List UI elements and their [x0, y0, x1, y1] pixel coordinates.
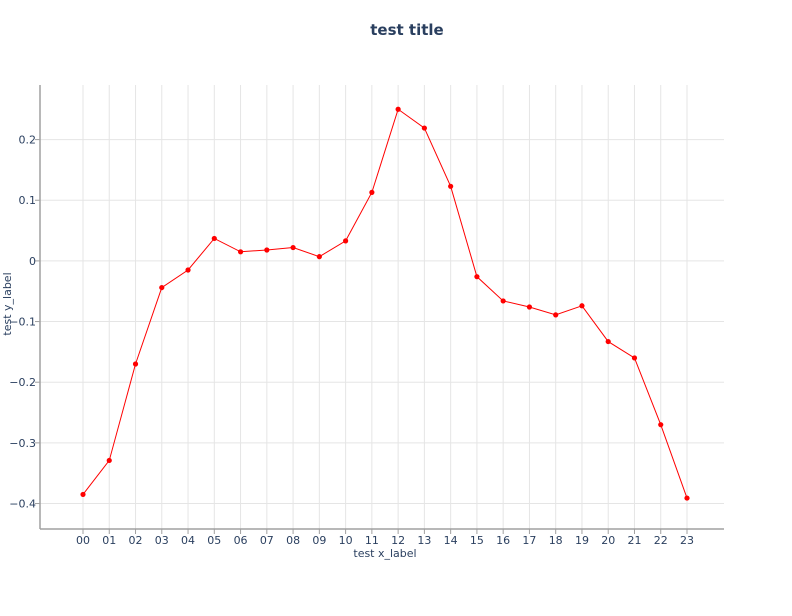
series-line [82, 108, 688, 499]
data-point [185, 267, 191, 273]
data-point [106, 457, 112, 464]
x-tick-label: 11 [365, 534, 379, 547]
data-point [132, 361, 139, 367]
data-point [369, 189, 375, 195]
x-tick-label: 05 [207, 534, 221, 547]
x-tick-label: 21 [627, 534, 641, 547]
chart-title: test title [370, 21, 443, 39]
data-point [421, 125, 427, 131]
y-axis-ticks: 0.2 0.1 0 −0.1 −0.2 −0.3 −0.4 [9, 134, 40, 511]
y-axis-title: test y_label [1, 272, 14, 335]
x-tick-label: 01 [102, 534, 116, 547]
x-tick-label: 23 [680, 534, 694, 547]
data-point [474, 274, 480, 280]
x-tick-label: 03 [155, 534, 169, 547]
y-tick-label: −0.1 [9, 316, 36, 329]
x-tick-label: 04 [181, 534, 195, 547]
x-tick-label: 16 [496, 534, 510, 547]
data-point [159, 284, 165, 291]
x-tick-label: 07 [260, 534, 274, 547]
grid-lines [40, 85, 724, 529]
data-point [631, 355, 638, 361]
x-tick-label: 10 [339, 534, 353, 547]
data-series [80, 106, 690, 501]
data-point [658, 422, 664, 428]
data-point [80, 491, 86, 498]
data-point [500, 298, 506, 304]
x-tick-label: 19 [575, 534, 589, 547]
x-tick-label: 08 [286, 534, 300, 547]
x-tick-label: 12 [391, 534, 405, 547]
x-tick-label: 15 [470, 534, 484, 547]
data-point [290, 244, 296, 251]
data-point [395, 106, 401, 112]
x-axis-title: test x_label [353, 547, 416, 560]
data-point [579, 303, 585, 309]
axes [39, 85, 724, 530]
y-tick-label: −0.3 [9, 437, 36, 450]
data-point [553, 312, 559, 318]
data-point [526, 304, 533, 310]
data-point [448, 183, 454, 189]
x-tick-label: 09 [312, 534, 326, 547]
x-tick-label: 22 [654, 534, 668, 547]
x-tick-label: 02 [129, 534, 143, 547]
x-tick-label: 20 [601, 534, 615, 547]
x-tick-label: 14 [444, 534, 458, 547]
y-tick-label: −0.2 [9, 376, 36, 389]
x-tick-label: 13 [417, 534, 431, 547]
x-axis-ticks: 00 01 02 03 04 05 06 07 08 09 10 11 12 13 14 15 16 17 18 19… [76, 529, 694, 547]
y-tick-label: −0.4 [9, 498, 36, 511]
x-tick-label: 00 [76, 534, 90, 547]
data-point [264, 247, 270, 253]
data-point [316, 254, 322, 260]
x-tick-label: 18 [549, 534, 563, 547]
data-point [211, 235, 217, 242]
data-point [605, 338, 611, 345]
x-tick-label: 06 [234, 534, 248, 547]
data-point [237, 249, 244, 255]
y-tick-label: 0.2 [19, 134, 37, 147]
x-tick-label: 17 [522, 534, 536, 547]
data-point [684, 495, 690, 501]
y-tick-label: 0.1 [19, 194, 37, 207]
y-tick-label: 0 [29, 255, 36, 268]
data-point [343, 238, 349, 244]
